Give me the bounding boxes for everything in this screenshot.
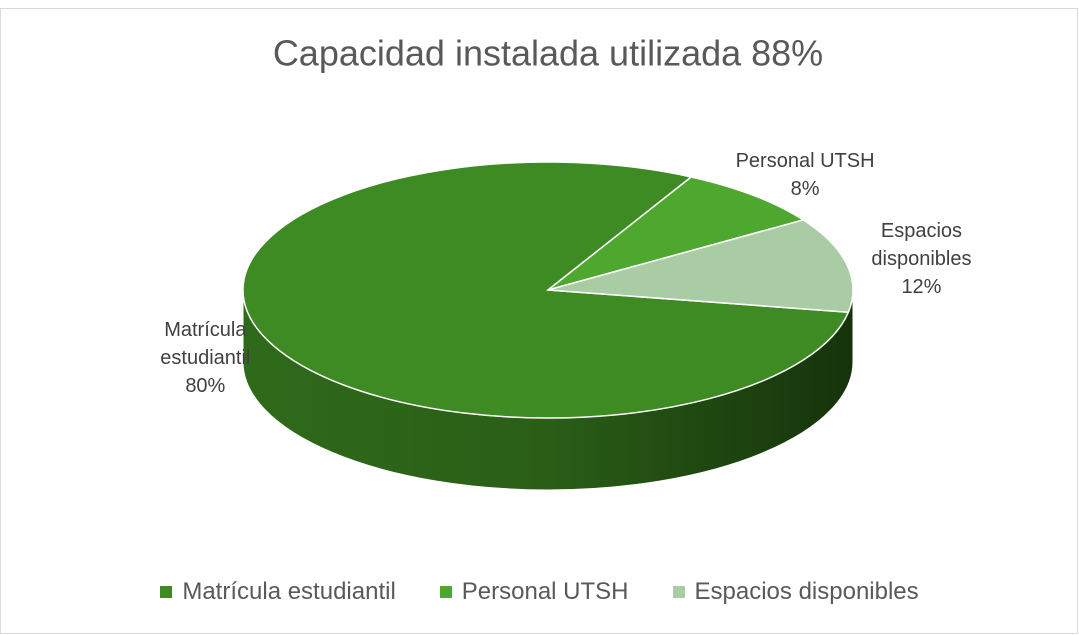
pie: [242, 161, 854, 491]
legend-swatch: [672, 586, 685, 598]
data-label-value: 12%: [901, 275, 942, 298]
data-label-value: 8%: [790, 177, 820, 200]
pie-slice: [242, 161, 850, 419]
chart-title: Capacidad instalada utilizada 88%: [273, 33, 823, 74]
legend-item: Espacios disponibles: [672, 578, 919, 606]
data-label-category: Espacios disponibles: [871, 219, 972, 270]
data-label-value: 80%: [185, 375, 226, 398]
legend-label: Personal UTSH: [461, 578, 629, 605]
data-label: Espacios disponibles 12%: [841, 217, 1001, 301]
pie-slice: [547, 219, 854, 314]
data-label: Matrícula estudiantil 80%: [125, 316, 285, 400]
data-label-category: Matrícula estudiantil: [160, 319, 251, 370]
legend-swatch: [160, 586, 173, 598]
legend-swatch: [439, 586, 452, 598]
data-label: Personal UTSH 8%: [725, 147, 885, 203]
legend-item: Personal UTSH: [439, 578, 629, 606]
data-label-category: Personal UTSH: [735, 149, 875, 172]
legend-item: Matrícula estudiantil: [160, 578, 396, 606]
legend-label: Matrícula estudiantil: [182, 578, 396, 605]
pie-slice: [547, 176, 806, 291]
legend-label: Espacios disponibles: [694, 578, 919, 605]
legend: Matrícula estudiantil Personal UTSH Espaci…: [0, 578, 1079, 606]
